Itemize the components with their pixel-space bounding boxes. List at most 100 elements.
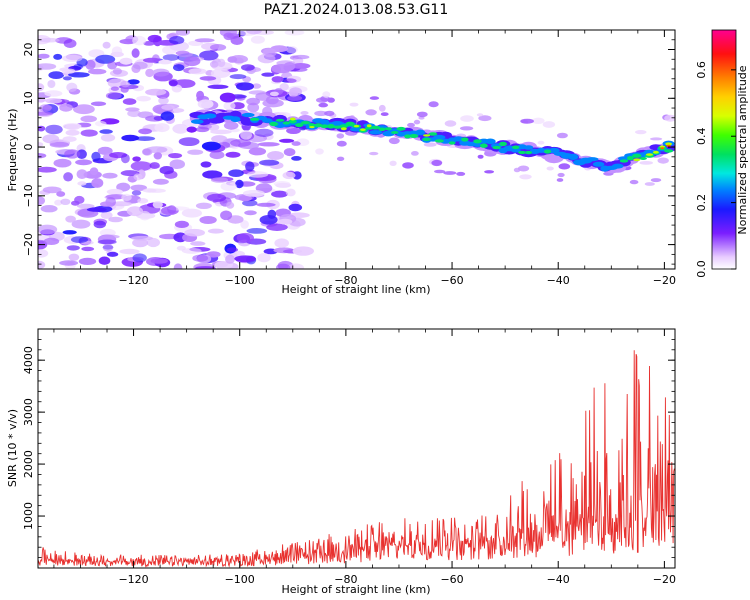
heatmap-cell <box>186 126 197 133</box>
heatmap-cell <box>476 113 484 117</box>
heatmap-cell <box>38 166 57 173</box>
heatmap-cell <box>235 179 244 189</box>
heatmap-cell <box>95 120 107 127</box>
heatmap-cell <box>162 54 180 61</box>
heatmap-cell <box>646 153 653 156</box>
heatmap-cell <box>378 127 386 132</box>
heatmap-cell <box>108 216 123 223</box>
y-tick-label: 4000 <box>22 346 35 374</box>
heatmap-cell <box>443 171 457 175</box>
y-tick-label: 1000 <box>22 502 35 530</box>
heatmap-cell <box>97 146 113 155</box>
heatmap-cell <box>45 124 63 135</box>
heatmap-cell <box>120 80 130 88</box>
heatmap-cell <box>226 201 235 209</box>
colorbar-tick-label: 0.2 <box>695 194 708 212</box>
heatmap-cell <box>666 144 671 147</box>
heatmap-cell <box>247 102 260 113</box>
heatmap-cell <box>523 145 534 150</box>
heatmap-cell <box>250 117 260 121</box>
snr-series-line <box>38 350 675 568</box>
heatmap-cell <box>492 145 501 150</box>
heatmap-cell <box>88 68 107 75</box>
heatmap-cell <box>517 165 530 172</box>
heatmap-cell <box>132 253 147 263</box>
heatmap-cell <box>142 188 157 193</box>
heatmap-cell <box>112 68 122 75</box>
spectrogram-heatmap <box>38 30 675 269</box>
heatmap-cell <box>89 167 99 176</box>
snr-frame <box>37 328 676 569</box>
heatmap-cell <box>282 121 290 125</box>
heatmap-cell <box>121 134 140 142</box>
heatmap-cell <box>132 35 147 46</box>
heatmap-cell <box>557 172 565 178</box>
heatmap-cell <box>184 228 206 237</box>
heatmap-cell <box>102 243 114 252</box>
heatmap-cell <box>195 126 210 133</box>
heatmap-cell <box>75 159 93 166</box>
heatmap-cell <box>650 137 663 141</box>
heatmap-cell <box>423 142 437 147</box>
heatmap-cell <box>93 220 107 229</box>
heatmap-cell <box>207 228 224 234</box>
x-tick-label: −60 <box>440 274 463 287</box>
heatmap-cell <box>632 153 642 158</box>
heatmap-cell <box>230 116 241 123</box>
heatmap-cell <box>111 201 132 207</box>
heatmap-cell <box>290 117 296 121</box>
heatmap-cell <box>68 72 90 78</box>
y-tick-label: 10 <box>22 91 35 105</box>
heatmap-cell <box>74 195 85 204</box>
y-tick-label: 20 <box>22 43 35 57</box>
heatmap-cell <box>100 134 116 142</box>
heatmap-cell <box>102 172 118 179</box>
heatmap-cell <box>195 266 216 269</box>
heatmap-cell <box>291 156 302 161</box>
heatmap-cell <box>143 57 162 63</box>
heatmap-cell <box>132 238 149 248</box>
heatmap-cell <box>327 124 335 129</box>
heatmap-cell <box>132 61 148 70</box>
heatmap-cell <box>40 205 58 213</box>
heatmap-cell <box>210 44 227 51</box>
heatmap-cell <box>169 36 185 45</box>
heatmap-cell <box>56 191 66 197</box>
heatmap-cell <box>477 154 484 159</box>
heatmap-cell <box>229 74 247 80</box>
heatmap-cell <box>137 111 154 119</box>
heatmap-cell <box>499 141 507 147</box>
x-tick-label: −80 <box>334 274 357 287</box>
heatmap-cell <box>38 142 44 147</box>
heatmap-cell <box>77 203 95 209</box>
heatmap-cell <box>349 102 359 107</box>
heatmap-cell <box>220 182 237 191</box>
heatmap-cell <box>77 181 87 186</box>
heatmap-cell <box>142 148 151 156</box>
colorbar-label: Normalized spectral amplitude <box>736 65 749 234</box>
heatmap-cell <box>130 161 152 172</box>
heatmap-cell <box>283 78 297 83</box>
heatmap-cell <box>203 113 217 119</box>
heatmap-cell <box>275 118 285 122</box>
heatmap-cell <box>195 202 212 209</box>
heatmap-cell <box>38 260 46 269</box>
heatmap-cell <box>246 97 260 106</box>
heatmap-cell <box>161 104 175 110</box>
heatmap-cell <box>100 201 113 207</box>
heatmap-cell <box>131 190 142 196</box>
heatmap-cell <box>236 232 254 243</box>
heatmap-cell <box>229 55 248 64</box>
heatmap-cell <box>120 86 129 93</box>
heatmap-cell <box>197 99 214 109</box>
heatmap-cell <box>324 110 335 117</box>
heatmap-cell <box>145 68 155 78</box>
heatmap-cell <box>38 111 53 116</box>
heatmap-cell <box>389 160 397 166</box>
heatmap-cell <box>246 228 268 234</box>
heatmap-cell <box>292 171 302 180</box>
heatmap-cell <box>76 169 88 180</box>
heatmap-cell <box>276 60 295 66</box>
heatmap-cell <box>102 41 111 49</box>
